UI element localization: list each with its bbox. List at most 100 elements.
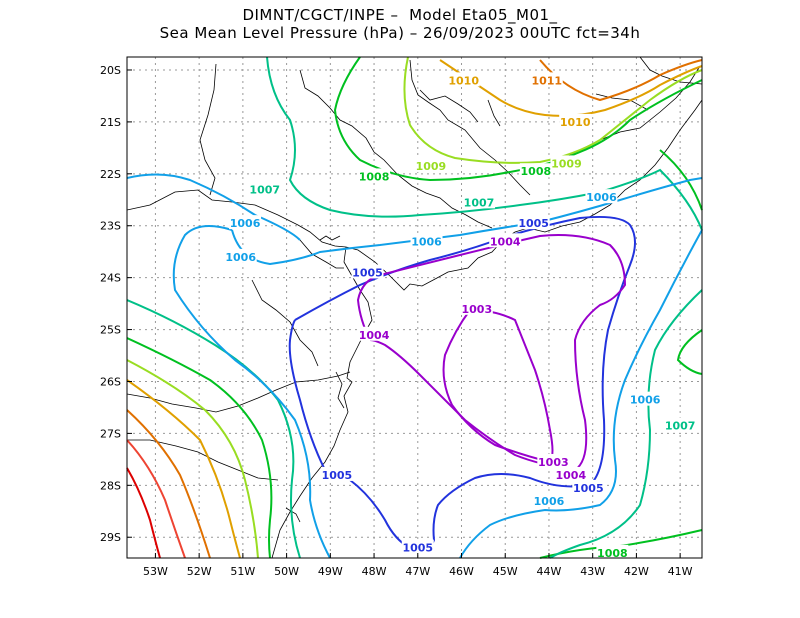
isobar-1006 <box>126 173 301 241</box>
y-tick-label: 21S <box>100 116 121 129</box>
isobar-label: 1005 <box>322 469 353 482</box>
isobar-label-bg <box>224 248 257 263</box>
coastline-segment <box>299 239 344 269</box>
x-tick-label: 48W <box>362 565 387 578</box>
isobar-1010 <box>126 379 241 559</box>
isobar-label-bg <box>517 215 550 230</box>
coastline-segment <box>595 93 649 111</box>
coastline-segment <box>126 189 347 248</box>
isobar-label: 1006 <box>534 495 565 508</box>
isobar-1012 <box>126 439 186 559</box>
x-tick-label: 53W <box>143 565 168 578</box>
isobar-label: 1008 <box>597 547 628 560</box>
coastline-segment <box>419 89 479 123</box>
isobar-label: 1007 <box>464 196 495 209</box>
y-tick-label: 29S <box>100 531 121 544</box>
isobar-label-bg <box>596 544 629 559</box>
isobar-label-bg <box>530 72 563 87</box>
y-tick-label: 26S <box>100 375 121 388</box>
coastline-segment <box>126 371 351 413</box>
isobar-label-bg <box>629 391 662 406</box>
isobar-label: 1008 <box>359 170 390 183</box>
isobar-label: 1009 <box>416 160 447 173</box>
isobar-1006 <box>172 225 331 559</box>
isobar-label-bg <box>462 194 495 209</box>
isobar-label-bg <box>358 168 391 183</box>
isobar-1007 <box>549 289 703 559</box>
isobar-label: 1007 <box>665 420 696 433</box>
coastline-segment <box>319 235 341 241</box>
x-tick-label: 43W <box>580 565 605 578</box>
x-tick-label: 42W <box>624 565 649 578</box>
coastlines <box>126 56 703 559</box>
isobar-1008 <box>659 149 703 211</box>
isobar-1008 <box>126 337 273 559</box>
x-tick-label: 49W <box>318 565 343 578</box>
isobar-label-bg <box>554 466 587 481</box>
isobar-label-bg <box>320 466 353 481</box>
y-tick-label: 22S <box>100 168 121 181</box>
isobar-label: 1006 <box>630 394 661 407</box>
isobar-label: 1004 <box>359 329 390 342</box>
isobar-1011 <box>126 409 211 559</box>
isobar-label: 1006 <box>230 217 261 230</box>
isobar-1003 <box>442 309 554 464</box>
isobars <box>126 56 703 559</box>
y-tick-label: 27S <box>100 427 121 440</box>
isobar-label-bg <box>489 233 522 248</box>
y-tick-label: 28S <box>100 479 121 492</box>
isobar-label: 1009 <box>551 157 582 170</box>
isobar-label-bg <box>537 453 570 468</box>
isobar-1009 <box>403 56 703 164</box>
isobar-label: 1006 <box>411 235 442 248</box>
x-tick-label: 44W <box>537 565 562 578</box>
isobar-1006 <box>231 177 703 266</box>
isobar-label: 1011 <box>531 74 562 87</box>
map-title: DIMNT/CGCT/INPE – Model Eta05_M01_ Sea M… <box>0 6 800 42</box>
isobar-1004 <box>356 234 627 472</box>
isobar-label-bg <box>559 113 592 128</box>
y-tick-label: 25S <box>100 324 121 337</box>
x-tick-label: 41W <box>668 565 693 578</box>
coastline-segment <box>299 69 493 229</box>
isobar-label-bg <box>519 163 552 178</box>
coastline-segment <box>639 56 703 85</box>
isobar-label-bg <box>401 539 434 554</box>
map-frame <box>126 56 703 559</box>
isobar-label: 1008 <box>521 165 552 178</box>
coastline-segment <box>335 371 345 409</box>
isobar-label-bg <box>532 492 565 507</box>
isobar-label: 1005 <box>573 482 604 495</box>
axis-ticks: 53W 52W 51W 50W 49W 48W 47W 46W 45W 44W 43W 42W 41W 2… <box>100 64 693 578</box>
isobar-label-bg <box>572 479 605 494</box>
x-tick-label: 46W <box>449 565 474 578</box>
isobar-label: 1010 <box>560 116 591 129</box>
y-tick-label: 20S <box>100 64 121 77</box>
isobar-label: 1006 <box>225 251 256 264</box>
isobar-label: 1005 <box>402 542 433 555</box>
isobar-label: 1006 <box>586 191 617 204</box>
isobar-label-bg <box>229 215 262 230</box>
coastline-segment <box>251 279 319 367</box>
coastline-segment <box>271 246 373 559</box>
isobar-label-bg <box>351 264 384 279</box>
isobar-1007 <box>266 56 703 231</box>
isobar-label: 1005 <box>352 266 383 279</box>
coastline-segment <box>409 59 531 196</box>
isobar-label: 1003 <box>461 303 492 316</box>
isobar-1009 <box>126 359 259 559</box>
isobar-1013 <box>126 467 161 559</box>
isobar-1008 <box>676 329 703 375</box>
isobar-label: 1007 <box>249 183 280 196</box>
title-line-1: DIMNT/CGCT/INPE – Model Eta05_M01_ <box>242 6 558 24</box>
isobar-label: 1003 <box>538 456 569 469</box>
y-tick-label: 24S <box>100 272 121 285</box>
isobar-1008 <box>333 56 703 182</box>
x-tick-label: 51W <box>230 565 255 578</box>
isobar-label-bg <box>410 233 443 248</box>
isobar-label: 1004 <box>556 469 587 482</box>
x-tick-label: 45W <box>493 565 518 578</box>
isobar-label-bg <box>585 189 618 204</box>
